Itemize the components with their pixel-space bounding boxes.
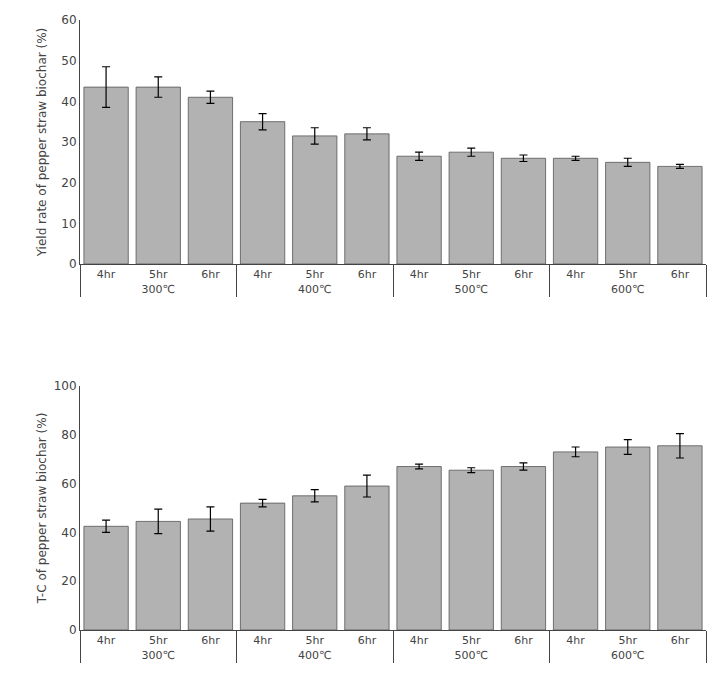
svg-text:10: 10 — [61, 217, 76, 231]
svg-text:40: 40 — [61, 526, 76, 540]
svg-text:5hr: 5hr — [306, 268, 325, 281]
svg-text:400℃: 400℃ — [298, 283, 331, 296]
svg-text:6hr: 6hr — [671, 268, 690, 281]
svg-text:4hr: 4hr — [566, 268, 585, 281]
svg-text:500℃: 500℃ — [455, 283, 488, 296]
svg-text:6hr: 6hr — [358, 634, 377, 647]
svg-text:80: 80 — [61, 428, 76, 442]
svg-text:4hr: 4hr — [566, 634, 585, 647]
svg-text:300℃: 300℃ — [142, 283, 175, 296]
svg-text:Yield rate of pepper straw bio: Yield rate of pepper straw biochar (%) — [35, 28, 49, 258]
svg-text:6hr: 6hr — [514, 634, 533, 647]
svg-text:4hr: 4hr — [97, 634, 116, 647]
svg-text:50: 50 — [61, 54, 76, 68]
svg-text:20: 20 — [61, 176, 76, 190]
svg-text:5hr: 5hr — [462, 268, 481, 281]
svg-text:600℃: 600℃ — [611, 283, 644, 296]
svg-text:4hr: 4hr — [97, 268, 116, 281]
svg-text:5hr: 5hr — [619, 268, 638, 281]
svg-text:0: 0 — [69, 623, 77, 637]
svg-text:4hr: 4hr — [410, 268, 429, 281]
svg-text:4hr: 4hr — [410, 634, 429, 647]
svg-text:6hr: 6hr — [358, 268, 377, 281]
svg-text:400℃: 400℃ — [298, 649, 331, 662]
svg-text:5hr: 5hr — [462, 634, 481, 647]
svg-text:4hr: 4hr — [253, 268, 272, 281]
svg-text:60: 60 — [61, 477, 76, 491]
svg-text:30: 30 — [61, 135, 76, 149]
svg-text:6hr: 6hr — [201, 634, 220, 647]
svg-text:60: 60 — [61, 13, 76, 27]
svg-text:4hr: 4hr — [253, 634, 272, 647]
svg-text:T-C of pepper straw biochar (%: T-C of pepper straw biochar (%) — [35, 413, 49, 605]
svg-text:5hr: 5hr — [306, 634, 325, 647]
svg-text:500℃: 500℃ — [455, 649, 488, 662]
svg-text:5hr: 5hr — [619, 634, 638, 647]
svg-text:40: 40 — [61, 95, 76, 109]
svg-text:6hr: 6hr — [514, 268, 533, 281]
svg-text:5hr: 5hr — [149, 634, 168, 647]
svg-text:100: 100 — [54, 379, 77, 393]
svg-text:20: 20 — [61, 574, 76, 588]
svg-text:5hr: 5hr — [149, 268, 168, 281]
svg-text:300℃: 300℃ — [142, 649, 175, 662]
svg-text:600℃: 600℃ — [611, 649, 644, 662]
svg-text:0: 0 — [69, 257, 77, 271]
svg-text:6hr: 6hr — [671, 634, 690, 647]
svg-text:6hr: 6hr — [201, 268, 220, 281]
